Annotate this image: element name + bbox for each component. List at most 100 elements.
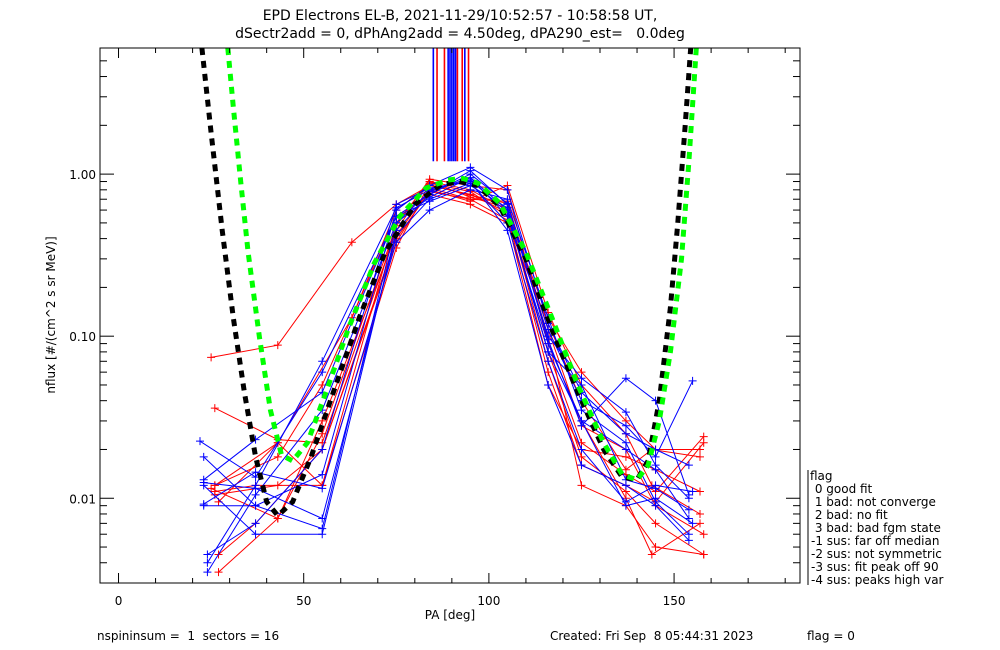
series-blue-5: [203, 177, 693, 559]
series-red-7: [207, 181, 704, 523]
data-point: [684, 461, 693, 470]
data-point: [651, 519, 660, 528]
data-point: [199, 452, 208, 461]
x-tick-label: 100: [477, 594, 500, 608]
data-point: [251, 490, 260, 499]
data-point: [688, 487, 697, 496]
data-point: [466, 163, 475, 172]
data-point: [503, 199, 512, 208]
series-blue-7: [199, 181, 693, 503]
data-point: [251, 468, 260, 477]
series-line: [214, 180, 705, 493]
series-red-6: [210, 190, 704, 490]
data-point: [466, 195, 475, 204]
series-line: [211, 185, 700, 450]
data-point: [203, 550, 212, 559]
data-point: [503, 226, 512, 235]
footer-left: nspininsum = 1 sectors = 16: [97, 629, 279, 643]
data-point: [199, 481, 208, 490]
data-point: [688, 376, 697, 385]
data-point: [251, 530, 260, 539]
data-point: [425, 206, 434, 215]
legend-entry: -3 sus: fit peak off 90: [811, 560, 939, 574]
series-red-5: [214, 175, 704, 577]
series-blue-2: [199, 173, 697, 533]
data-point: [466, 170, 475, 179]
data-point: [696, 487, 704, 496]
data-point: [210, 481, 219, 490]
data-point: [577, 406, 586, 415]
legend-entry: 2 bad: no fit: [811, 508, 888, 522]
data-point: [251, 501, 260, 510]
legend-entry: -1 sus: far off median: [811, 534, 939, 548]
data-point: [203, 558, 212, 567]
legend-entry: 3 bad: bad fgm state: [811, 521, 941, 535]
y-axis-label: nflux [#/(cm^2 s sr MeV)]: [44, 236, 58, 393]
data-point: [503, 185, 512, 194]
x-tick-label: 50: [296, 594, 311, 608]
legend-entry: 0 good fit: [811, 482, 873, 496]
data-point: [621, 408, 630, 417]
series-line: [207, 180, 690, 555]
data-point: [647, 550, 656, 559]
data-point: [621, 429, 630, 438]
data-point: [699, 438, 708, 447]
data-point: [425, 197, 434, 206]
data-point: [273, 481, 282, 490]
series-line: [214, 191, 701, 496]
legend: flag 0 good fit 1 bad: not converge 2 ba…: [807, 469, 944, 587]
data-point: [577, 421, 586, 430]
data-point: [621, 421, 630, 430]
x-axis-label: PA [deg]: [425, 608, 475, 622]
legend-entry: -2 sus: not symmetric: [811, 547, 942, 561]
data-point: [696, 519, 704, 528]
data-point: [318, 514, 327, 523]
data-point: [651, 484, 660, 493]
data-point: [203, 568, 212, 577]
data-point: [688, 519, 697, 528]
data-point: [207, 353, 216, 362]
data-point: [196, 437, 204, 446]
data-point: [621, 374, 630, 383]
data-point: [318, 470, 327, 479]
data-point: [251, 519, 260, 528]
legend-title: flag: [810, 469, 833, 483]
series-line: [203, 182, 693, 520]
series-red-4: [214, 184, 708, 559]
data-point: [684, 505, 693, 514]
data-point: [621, 452, 630, 461]
plot-frame: [99, 47, 801, 584]
data-point: [318, 530, 327, 539]
data-point: [544, 368, 553, 377]
series-blue-9: [203, 175, 693, 567]
data-point: [684, 490, 693, 499]
data-point: [621, 497, 630, 506]
data-point: [651, 497, 660, 506]
data-point: [699, 530, 708, 539]
data-point: [577, 452, 586, 461]
series-line: [206, 177, 690, 573]
data-point: [544, 335, 553, 344]
x-tick-label: 0: [115, 594, 123, 608]
data-point: [214, 568, 223, 577]
data-point: [621, 465, 630, 474]
series-blue-10: [199, 170, 693, 539]
data-point: [392, 203, 401, 212]
data-point: [210, 404, 219, 413]
y-tick-label: 1.00: [69, 168, 96, 182]
data-point: [621, 445, 630, 454]
data-point: [273, 514, 282, 523]
data-point: [318, 484, 327, 493]
series-line: [203, 173, 690, 535]
series-line: [199, 170, 694, 478]
series-blue-4: [199, 163, 693, 510]
data-point: [544, 380, 553, 389]
data-point: [651, 543, 660, 552]
footer-flag: flag = 0: [807, 629, 855, 643]
chart-title: EPD Electrons EL-B, 2021-11-29/10:52:57 …: [263, 8, 658, 24]
data-point: [651, 461, 660, 470]
data-point: [577, 481, 586, 490]
series-line: [206, 179, 690, 564]
data-point: [318, 368, 327, 377]
